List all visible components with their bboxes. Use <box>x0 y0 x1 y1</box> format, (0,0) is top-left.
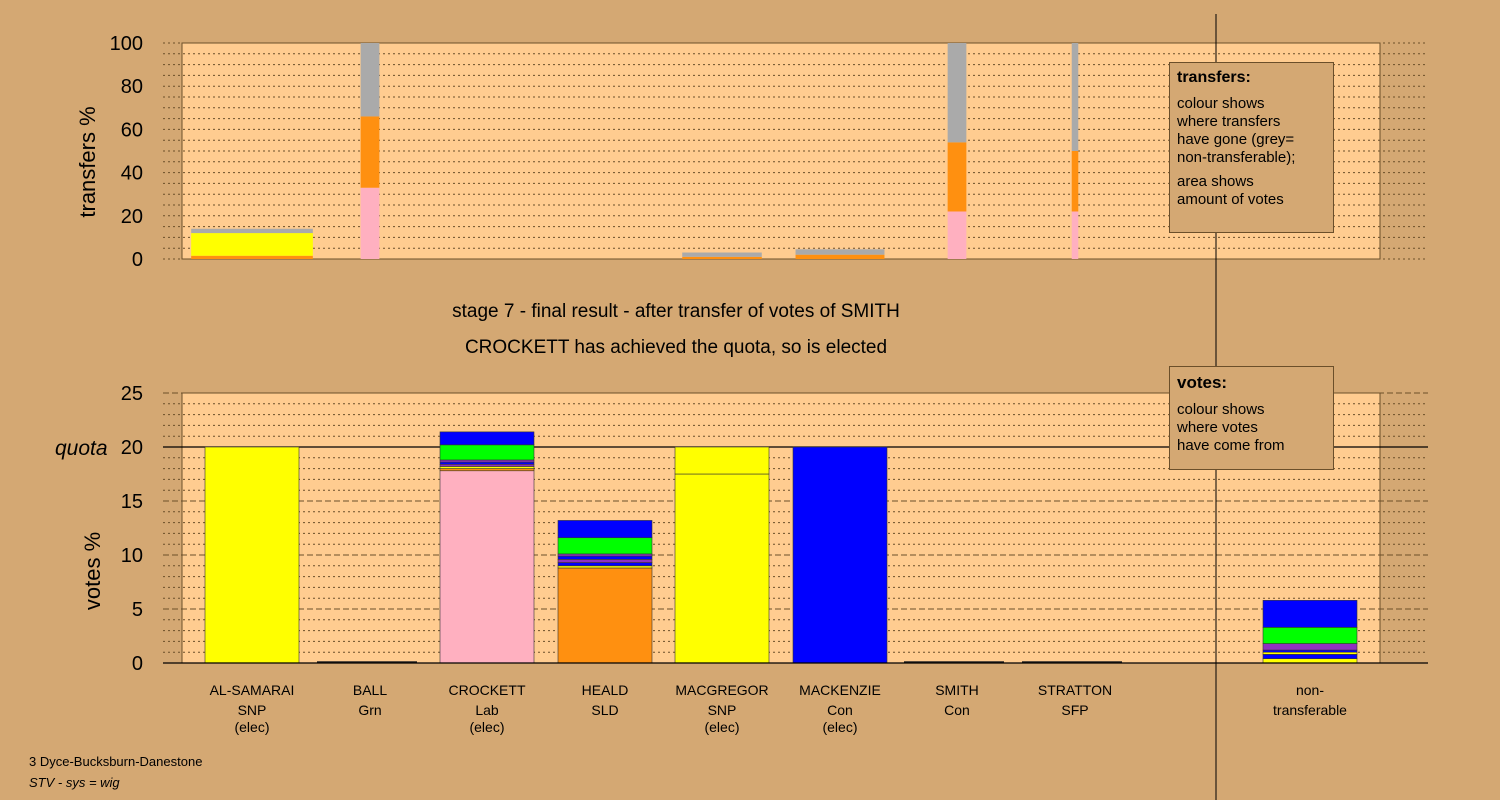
vote-segment-macgregor <box>674 446 770 475</box>
elected-caption: CROCKETT has achieved the quota, so is e… <box>464 337 888 358</box>
candidate-name-label: non- <box>1296 682 1324 698</box>
candidate-party-label: SFP <box>1061 702 1088 718</box>
votes-y-tick-label: 10 <box>121 545 143 567</box>
votes-y-tick-label: 25 <box>121 383 143 405</box>
transfer-segment-al-samarai <box>191 233 313 256</box>
transfers-legend-line: area shows <box>1177 173 1254 190</box>
candidate-party-label: Con <box>827 702 853 718</box>
transfer-segment-ball <box>360 43 380 117</box>
candidate-party-label: Grn <box>358 702 381 718</box>
vote-segment-crockett <box>439 459 535 463</box>
transfers-legend-line: colour shows <box>1177 95 1265 112</box>
candidate-party-label: Lab <box>475 702 499 718</box>
candidate-party-label: transferable <box>1273 702 1347 718</box>
transfers-legend-line: amount of votes <box>1177 191 1284 208</box>
stage-caption: stage 7 - final result - after transfer … <box>452 301 900 322</box>
transfers-y-tick-label: 0 <box>132 249 143 271</box>
transfer-segment-ball <box>360 187 380 259</box>
transfers-y-tick-label: 40 <box>121 163 143 185</box>
vote-segment-mackenzie <box>792 446 888 664</box>
candidate-name-label: BALL <box>353 682 387 698</box>
transfer-segment-stratton <box>1071 211 1079 259</box>
transfer-segment-macgregor <box>682 252 762 257</box>
transfers-y-tick-label: 20 <box>121 206 143 228</box>
vote-segment-al-samarai <box>204 446 300 664</box>
vote-segment-crockett <box>439 444 535 461</box>
vote-segment-heald <box>557 567 653 664</box>
vote-segment-heald <box>557 537 653 555</box>
vote-segment-heald <box>557 555 653 560</box>
transfer-segment-macgregor <box>682 256 762 259</box>
candidate-name-label: SMITH <box>935 682 979 698</box>
ward-name: 3 Dyce-Bucksburn-Danestone <box>29 754 203 769</box>
vote-segment-crockett <box>439 468 535 472</box>
vote-segment-macgregor <box>674 473 770 664</box>
vote-segment-non-transferable <box>1262 651 1358 655</box>
votes-y-tick-label: 5 <box>132 599 143 621</box>
candidate-name-label: MACKENZIE <box>799 682 881 698</box>
candidate-status-label: (elec) <box>822 719 857 735</box>
transfer-segment-stratton <box>1071 43 1079 151</box>
transfer-segment-stratton <box>1071 151 1079 212</box>
vote-segment-heald <box>557 559 653 563</box>
candidate-status-label: (elec) <box>704 719 739 735</box>
candidate-name-label: AL-SAMARAI <box>210 682 295 698</box>
quota-label: quota <box>55 437 108 460</box>
vote-segment-non-transferable <box>1262 649 1358 653</box>
candidate-name-label: HEALD <box>582 682 629 698</box>
vote-segment-crockett <box>439 470 535 664</box>
votes-y-axis-label: votes % <box>80 532 105 610</box>
candidate-party-label: SLD <box>591 702 618 718</box>
transfers-legend-line: non-transferable); <box>1177 149 1296 166</box>
transfer-segment-al-samarai <box>191 228 313 234</box>
transfer-segment-mackenzie <box>795 249 885 255</box>
votes-y-tick-label: 0 <box>132 653 143 675</box>
transfer-segment-al-samarai <box>191 255 313 259</box>
transfers-legend-title: transfers: <box>1177 69 1251 86</box>
vote-segment-heald <box>557 520 653 539</box>
transfer-segment-smith <box>947 211 967 259</box>
candidate-status-label: (elec) <box>234 719 269 735</box>
vote-segment-heald <box>557 553 653 557</box>
transfers-legend-line: have gone (grey= <box>1177 131 1295 148</box>
votes-legend-line: where votes <box>1177 419 1258 436</box>
votes-y-tick-label: 20 <box>121 437 143 459</box>
transfers-y-tick-label: 60 <box>121 119 143 141</box>
transfer-segment-smith <box>947 43 967 143</box>
voting-system-label: STV - sys = wig <box>29 775 120 790</box>
votes-legend-title: votes: <box>1177 373 1228 392</box>
candidate-name-label: STRATTON <box>1038 682 1112 698</box>
vote-segment-non-transferable <box>1262 658 1358 664</box>
candidate-party-label: SNP <box>708 702 737 718</box>
votes-y-tick-label: 15 <box>121 491 143 513</box>
transfer-segment-ball <box>360 116 380 188</box>
vote-segment-crockett <box>439 463 535 467</box>
votes-legend: votes: colour shows where votes have com… <box>1169 366 1334 470</box>
vote-segment-crockett <box>439 431 535 446</box>
transfers-legend-line: where transfers <box>1177 113 1281 130</box>
candidate-status-label: (elec) <box>469 719 504 735</box>
candidate-name-label: CROCKETT <box>449 682 526 698</box>
transfer-segment-mackenzie <box>795 254 885 259</box>
vote-segment-heald <box>557 565 653 569</box>
candidate-name-label: MACGREGOR <box>675 682 768 698</box>
transfers-y-tick-label: 80 <box>121 76 143 98</box>
vote-segment-non-transferable <box>1262 654 1358 659</box>
vote-segment-non-transferable <box>1262 600 1358 628</box>
vote-segment-non-transferable <box>1262 643 1358 651</box>
candidate-party-label: Con <box>944 702 970 718</box>
candidate-party-label: SNP <box>238 702 267 718</box>
transfers-y-axis-label: transfers % <box>75 106 100 217</box>
votes-legend-line: have come from <box>1177 437 1285 454</box>
transfers-y-tick-label: 100 <box>110 33 143 55</box>
vote-segment-crockett <box>439 461 535 465</box>
vote-segment-non-transferable <box>1262 627 1358 644</box>
votes-legend-line: colour shows <box>1177 401 1265 418</box>
transfer-segment-smith <box>947 142 967 212</box>
vote-segment-heald <box>557 562 653 567</box>
vote-segment-crockett <box>439 466 535 469</box>
transfers-legend: transfers: colour shows where transfers … <box>1169 62 1334 233</box>
